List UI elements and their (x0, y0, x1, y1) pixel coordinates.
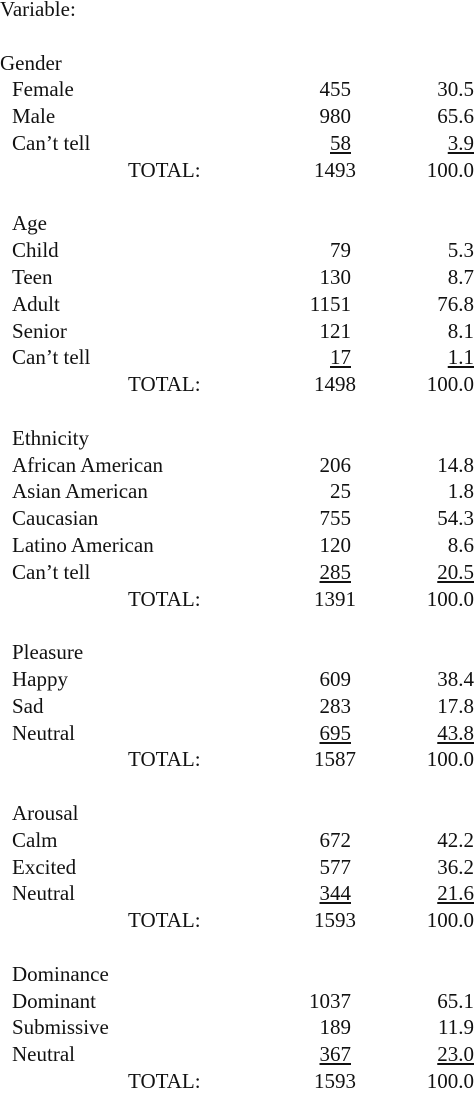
percent: 76.8 (437, 291, 474, 316)
percent: 14.8 (437, 452, 474, 477)
count: 79 (330, 238, 351, 263)
percent: 17.8 (437, 693, 474, 718)
row-label: Female (12, 77, 74, 102)
row-label: Can’t tell (12, 559, 91, 584)
total-count: 1391 (314, 586, 356, 611)
percent: 65.1 (437, 988, 474, 1013)
header: Variable: (0, 0, 76, 21)
count: 17 (330, 345, 351, 370)
row-label: Male (12, 104, 56, 129)
row-label: African American (12, 452, 164, 477)
count: 672 (319, 827, 352, 852)
percent: 5.3 (447, 238, 474, 263)
total-percent: 100.0 (426, 908, 474, 933)
total-percent: 100.0 (426, 586, 474, 611)
percent: 21.6 (437, 881, 474, 906)
total-count: 1593 (314, 1069, 356, 1093)
section-title: Ethnicity (12, 425, 89, 450)
count: 980 (319, 104, 352, 129)
count: 577 (319, 854, 352, 879)
percent: 8.7 (447, 265, 474, 289)
row-label: Submissive (12, 1015, 109, 1040)
percent: 54.3 (437, 506, 474, 531)
percent: 3.9 (447, 131, 474, 155)
count: 755 (319, 506, 352, 531)
row-label: Calm (12, 827, 58, 852)
percent: 8.6 (447, 533, 474, 557)
section-title: Gender (0, 50, 62, 75)
row-label: Excited (12, 854, 77, 879)
count: 609 (319, 667, 352, 691)
total-count: 1587 (314, 747, 356, 772)
total-percent: 100.0 (426, 747, 474, 772)
section-title: Age (12, 211, 47, 236)
row-label: Child (12, 238, 59, 263)
row-label: Adult (12, 291, 60, 316)
percent: 42.2 (437, 827, 474, 852)
count: 285 (319, 559, 352, 584)
total-label: TOTAL: (128, 157, 201, 182)
count: 1151 (309, 291, 351, 316)
count: 455 (319, 77, 352, 102)
total-label: TOTAL: (128, 747, 201, 772)
count: 58 (330, 131, 351, 155)
percent: 1.8 (447, 479, 474, 504)
percent: 30.5 (437, 77, 474, 102)
row-label: Sad (12, 693, 44, 718)
row-label: Asian American (12, 479, 148, 504)
total-count: 1593 (314, 908, 356, 933)
total-percent: 100.0 (426, 157, 474, 182)
total-label: TOTAL: (128, 908, 201, 933)
count: 344 (319, 881, 352, 906)
percent: 1.1 (447, 345, 474, 370)
row-label: Latino American (12, 533, 154, 557)
count: 25 (330, 479, 351, 504)
row-label: Neutral (12, 1042, 75, 1067)
row-label: Neutral (12, 720, 75, 745)
row-label: Senior (12, 318, 67, 343)
percent: 36.2 (437, 854, 474, 879)
count: 189 (319, 1015, 352, 1040)
row-label: Teen (12, 265, 53, 289)
count: 367 (319, 1042, 352, 1067)
row-label: Caucasian (12, 506, 99, 531)
section-title: Arousal (12, 801, 79, 825)
total-label: TOTAL: (128, 372, 201, 397)
row-label: Can’t tell (12, 345, 91, 370)
total-label: TOTAL: (128, 586, 201, 611)
count: 206 (319, 452, 352, 477)
section-title: Pleasure (12, 640, 84, 665)
percent: 8.1 (447, 318, 474, 343)
total-count: 1498 (314, 372, 356, 397)
count: 283 (319, 693, 352, 718)
percent: 23.0 (437, 1042, 474, 1067)
section-title: Dominance (12, 961, 109, 986)
row-label: Dominant (12, 988, 96, 1013)
row-label: Neutral (12, 881, 75, 906)
total-percent: 100.0 (426, 372, 474, 397)
row-label: Happy (12, 667, 68, 691)
count: 695 (319, 720, 352, 745)
row-label: Can’t tell (12, 131, 91, 155)
total-label: TOTAL: (128, 1069, 201, 1093)
percent: 65.6 (437, 104, 474, 129)
count: 130 (319, 265, 352, 289)
total-count: 1493 (314, 157, 356, 182)
percent: 11.9 (438, 1015, 474, 1040)
count: 1037 (309, 988, 351, 1013)
percent: 43.8 (437, 720, 474, 745)
percent: 38.4 (437, 667, 474, 691)
count: 120 (319, 533, 352, 557)
percent: 20.5 (437, 559, 474, 584)
total-percent: 100.0 (426, 1069, 474, 1093)
count: 121 (319, 318, 352, 343)
